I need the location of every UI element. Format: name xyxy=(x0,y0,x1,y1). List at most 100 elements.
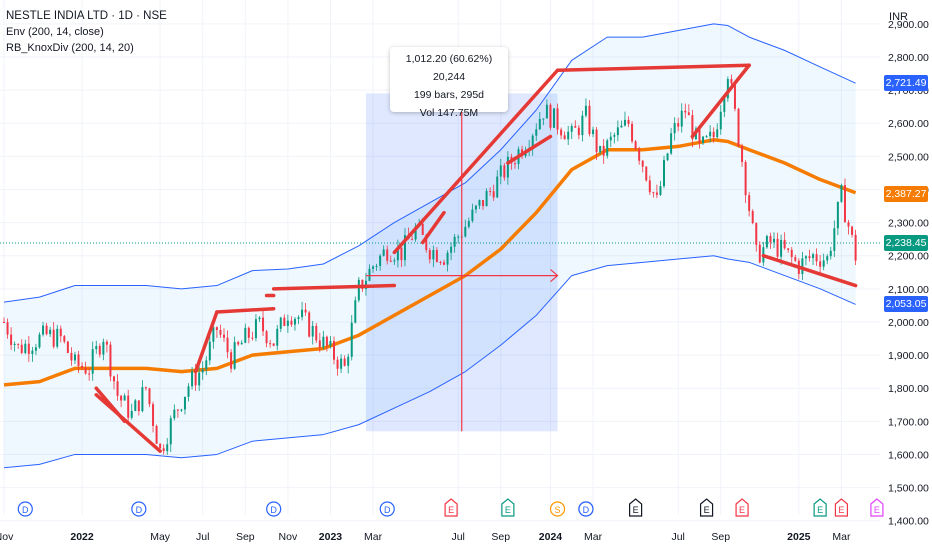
candle-body xyxy=(308,312,311,337)
event-marker-E[interactable]: E xyxy=(735,498,749,517)
event-marker-E[interactable]: E xyxy=(629,498,643,517)
arrow-head-right xyxy=(550,269,559,283)
indicator-envelope-label[interactable]: Env (200, 14, close) xyxy=(6,26,104,38)
candle-body xyxy=(439,261,442,263)
x-tick-label: Mar xyxy=(584,531,603,543)
event-circle-icon xyxy=(266,501,282,517)
candle-body xyxy=(748,195,751,212)
event-badge-icon xyxy=(699,498,714,517)
event-badge-icon xyxy=(735,498,749,517)
event-letter: E xyxy=(739,505,745,515)
price-tag: 2,238.45 xyxy=(884,234,928,251)
candle-body xyxy=(148,388,151,405)
candle-body xyxy=(829,250,832,257)
candle-body xyxy=(673,123,676,134)
candle-body xyxy=(31,350,34,354)
event-marker-E[interactable]: E xyxy=(699,498,714,517)
candle-body xyxy=(687,112,690,116)
candle-body xyxy=(6,322,9,335)
candle-body xyxy=(17,343,20,345)
event-letter: S xyxy=(555,505,561,515)
y-tick-label: 1,500.00 xyxy=(888,483,929,495)
event-marker-E[interactable]: E xyxy=(870,498,884,517)
candle-body xyxy=(503,165,506,178)
y-tick-label: 2,000.00 xyxy=(888,317,929,329)
x-tick-label: Sep xyxy=(491,531,510,543)
candle-body xyxy=(343,358,346,366)
candle-body xyxy=(95,346,98,350)
candle-body xyxy=(634,141,637,150)
price-tag: 2,053.05 xyxy=(884,296,928,313)
candle-body xyxy=(485,190,488,207)
candle-body xyxy=(680,110,683,127)
candle-body xyxy=(847,222,850,227)
event-circle-icon xyxy=(578,501,594,517)
candle-body xyxy=(719,111,722,130)
candle-body xyxy=(670,133,673,154)
candle-body xyxy=(333,341,335,360)
candle-body xyxy=(66,341,69,353)
candle-body xyxy=(191,371,194,387)
candle-body xyxy=(134,400,137,411)
candle-body xyxy=(322,336,325,348)
measure-info-box: 1,012.20 (60.62%) 20,244 199 bars, 295d … xyxy=(390,47,508,119)
event-marker-D[interactable]: D xyxy=(379,501,395,517)
event-marker-D[interactable]: D xyxy=(131,501,147,517)
candle-body xyxy=(450,246,453,253)
candle-body xyxy=(176,409,179,411)
candle-body xyxy=(105,341,108,345)
candle-body xyxy=(375,265,378,267)
event-marker-E[interactable]: E xyxy=(501,498,515,517)
candle-body xyxy=(223,334,225,338)
event-letter: E xyxy=(874,505,880,515)
candle-body xyxy=(368,268,371,281)
event-marker-D[interactable]: D xyxy=(266,501,282,517)
event-circle-icon xyxy=(379,501,395,517)
divergence-line xyxy=(392,68,560,255)
candle-body xyxy=(705,136,708,138)
candle-body xyxy=(730,79,733,84)
candle-body xyxy=(627,119,630,124)
divergence-line xyxy=(271,283,397,291)
event-badge-icon xyxy=(870,498,884,517)
divergence-line xyxy=(420,210,446,245)
candle-body xyxy=(712,131,715,138)
event-letter: D xyxy=(270,505,277,515)
candle-body xyxy=(457,236,460,238)
event-marker-D[interactable]: D xyxy=(578,501,594,517)
currency-label[interactable]: INR xyxy=(889,11,908,23)
candle-body xyxy=(733,83,736,109)
candle-body xyxy=(183,396,186,410)
candle-body xyxy=(645,166,648,181)
candle-body xyxy=(482,200,485,207)
candle-body xyxy=(230,352,233,369)
candle-body xyxy=(237,342,240,345)
event-marker-E[interactable]: E xyxy=(834,498,849,517)
event-marker-E[interactable]: E xyxy=(444,498,458,517)
price-tag: 2,721.49 xyxy=(884,74,928,91)
candle-body xyxy=(758,244,761,263)
x-tick-label: Nov xyxy=(0,531,14,543)
indicator-knoxdiv-label[interactable]: RB_KnoxDiv (200, 14, 20) xyxy=(6,42,134,54)
candle-body xyxy=(144,387,147,389)
candle-body xyxy=(535,129,538,136)
y-tick-label: 1,900.00 xyxy=(888,350,929,362)
candle-body xyxy=(116,381,119,396)
candle-body xyxy=(152,404,155,426)
event-badge-icon xyxy=(813,498,827,517)
divergence-line xyxy=(94,393,162,453)
candle-body xyxy=(567,131,570,140)
x-tick-label: 2022 xyxy=(70,531,94,543)
candle-body xyxy=(98,346,101,355)
event-marker-D[interactable]: D xyxy=(17,501,33,517)
candle-body xyxy=(276,328,279,346)
candle-body xyxy=(432,249,435,260)
event-marker-E[interactable]: E xyxy=(813,498,827,517)
candle-body xyxy=(400,247,403,261)
candle-body xyxy=(499,165,502,177)
candle-body xyxy=(38,334,41,348)
event-marker-S[interactable]: S xyxy=(549,501,566,517)
symbol-title[interactable]: NESTLE INDIA LTD · 1D · NSE xyxy=(6,10,167,22)
candle-body xyxy=(474,205,477,210)
